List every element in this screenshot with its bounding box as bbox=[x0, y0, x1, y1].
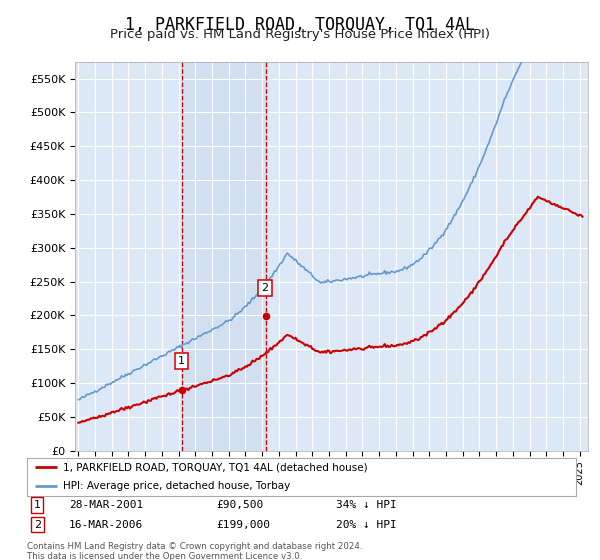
Text: 20% ↓ HPI: 20% ↓ HPI bbox=[336, 520, 397, 530]
Text: Contains HM Land Registry data © Crown copyright and database right 2024.
This d: Contains HM Land Registry data © Crown c… bbox=[27, 542, 362, 560]
Text: 1: 1 bbox=[178, 356, 185, 366]
Text: Price paid vs. HM Land Registry's House Price Index (HPI): Price paid vs. HM Land Registry's House … bbox=[110, 28, 490, 41]
Bar bbox=[182, 62, 266, 451]
Text: 1: 1 bbox=[34, 500, 41, 510]
Text: 34% ↓ HPI: 34% ↓ HPI bbox=[336, 500, 397, 510]
Text: £90,500: £90,500 bbox=[216, 500, 263, 510]
Text: 2: 2 bbox=[261, 283, 268, 293]
Text: 28-MAR-2001: 28-MAR-2001 bbox=[69, 500, 143, 510]
Point bbox=[261, 311, 271, 320]
Text: 16-MAR-2006: 16-MAR-2006 bbox=[69, 520, 143, 530]
Text: £199,000: £199,000 bbox=[216, 520, 270, 530]
Text: HPI: Average price, detached house, Torbay: HPI: Average price, detached house, Torb… bbox=[62, 481, 290, 491]
Text: 2: 2 bbox=[34, 520, 41, 530]
Text: 1, PARKFIELD ROAD, TORQUAY, TQ1 4AL (detached house): 1, PARKFIELD ROAD, TORQUAY, TQ1 4AL (det… bbox=[62, 462, 367, 472]
Text: 1, PARKFIELD ROAD, TORQUAY, TQ1 4AL: 1, PARKFIELD ROAD, TORQUAY, TQ1 4AL bbox=[125, 16, 475, 34]
Point bbox=[178, 385, 187, 394]
